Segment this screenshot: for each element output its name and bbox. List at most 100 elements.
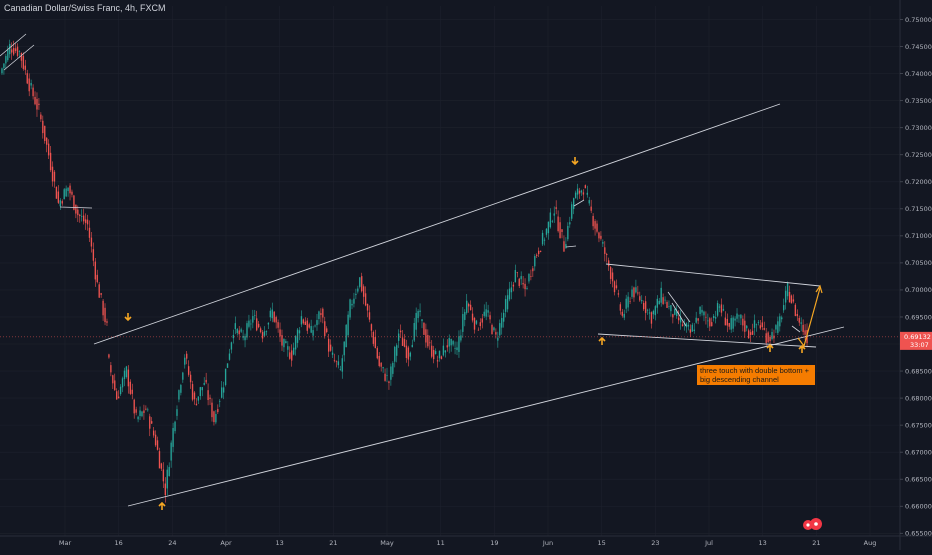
candle-body	[355, 293, 357, 296]
annotation-note[interactable]: three touch with double bottom + big des…	[697, 365, 815, 385]
candle-body	[94, 261, 96, 280]
candle-body	[718, 306, 721, 308]
pattern-line-top-left-2[interactable]	[3, 44, 35, 71]
candle-body	[77, 209, 79, 216]
candle-body	[557, 216, 559, 232]
candle-body	[291, 350, 293, 361]
candle-body	[38, 103, 40, 105]
candle-body	[771, 332, 773, 340]
candle-body	[613, 281, 616, 293]
candle-body	[12, 48, 15, 55]
candle-body	[207, 390, 209, 401]
candle-body	[464, 311, 466, 320]
candle-body	[199, 387, 201, 397]
candle-body	[759, 325, 762, 329]
candle-body	[629, 301, 631, 302]
candle-body	[376, 348, 378, 359]
candle-body	[421, 319, 423, 322]
candle-body	[565, 244, 567, 249]
pattern-line-flag-2[interactable]	[671, 302, 687, 327]
candle-body	[705, 316, 707, 318]
desc-channel-upper-line[interactable]	[605, 263, 821, 287]
projection-arrow[interactable]	[797, 287, 821, 348]
candle-body	[184, 357, 186, 365]
price-axis[interactable]	[900, 0, 932, 550]
candle-body	[176, 409, 178, 416]
pattern-line-neck[interactable]	[59, 206, 93, 209]
y-tick-label: 0.66000	[905, 503, 932, 511]
candle-body	[714, 317, 717, 319]
drawing-layer[interactable]	[0, 33, 845, 510]
pattern-line-jun-2[interactable]	[573, 199, 585, 207]
y-tick-label: 0.72500	[905, 151, 932, 159]
candle-body	[16, 46, 19, 56]
candle-body	[609, 267, 612, 279]
candle-body	[306, 320, 308, 331]
candle-body	[11, 49, 13, 53]
candle-body	[106, 321, 108, 323]
candle-body	[362, 286, 365, 297]
tradingview-logo-icon	[803, 518, 822, 530]
candle-body	[3, 63, 5, 69]
candle-body	[516, 272, 518, 273]
x-tick-label: Aug	[864, 539, 877, 547]
candle-body	[466, 300, 468, 313]
pattern-line-flag-1[interactable]	[667, 291, 691, 323]
candle-body	[621, 311, 623, 316]
candle-body	[489, 315, 491, 320]
x-tick-label: Apr	[220, 539, 232, 547]
candle-body	[479, 322, 482, 327]
candle-body	[7, 49, 9, 61]
candle-body	[654, 306, 657, 316]
y-tick-label: 0.73000	[905, 124, 932, 132]
channel-upper-trendline[interactable]	[93, 103, 781, 345]
candle-body	[697, 318, 699, 321]
candle-body	[769, 336, 771, 342]
pattern-line-jun-1[interactable]	[565, 245, 577, 248]
desc-channel-lower-line[interactable]	[597, 333, 817, 348]
candle-body	[572, 198, 575, 210]
candle-body	[314, 325, 316, 327]
candle-body	[543, 239, 546, 241]
candle-body	[471, 313, 474, 321]
candle-body	[679, 317, 682, 323]
candle-body	[104, 307, 106, 323]
candle-body	[320, 313, 322, 315]
candle-body	[687, 324, 690, 327]
candle-body	[399, 330, 402, 333]
candle-body	[477, 329, 480, 331]
pattern-line-top-left-1[interactable]	[0, 33, 27, 57]
pattern-line-end[interactable]	[791, 325, 801, 333]
down-arrow-icon-june	[571, 157, 579, 166]
candle-body	[254, 315, 256, 316]
candle-body	[51, 166, 54, 182]
candle-body	[154, 434, 157, 446]
candle-body	[611, 272, 614, 282]
channel-lower-trendline[interactable]	[127, 326, 845, 507]
candle-body	[322, 308, 324, 318]
candle-body	[576, 188, 579, 195]
candle-body	[289, 352, 291, 359]
candle-body	[394, 346, 396, 362]
candle-body	[112, 375, 114, 384]
candle-body	[71, 191, 73, 195]
candle-body	[555, 207, 557, 209]
candle-body	[129, 381, 131, 394]
candle-body	[174, 421, 176, 432]
candle-body	[211, 402, 213, 418]
candle-body	[42, 120, 44, 134]
candle-body	[46, 137, 48, 145]
candle-body	[82, 215, 85, 222]
candle-body	[102, 300, 104, 316]
candle-body	[337, 361, 340, 366]
candle-body	[197, 396, 200, 401]
candle-body	[693, 329, 695, 331]
candle-body	[755, 324, 758, 326]
candle-body	[666, 302, 668, 308]
candle-body	[14, 48, 17, 52]
candle-body	[724, 317, 727, 326]
candle-body	[790, 295, 793, 304]
candle-body	[359, 277, 361, 287]
